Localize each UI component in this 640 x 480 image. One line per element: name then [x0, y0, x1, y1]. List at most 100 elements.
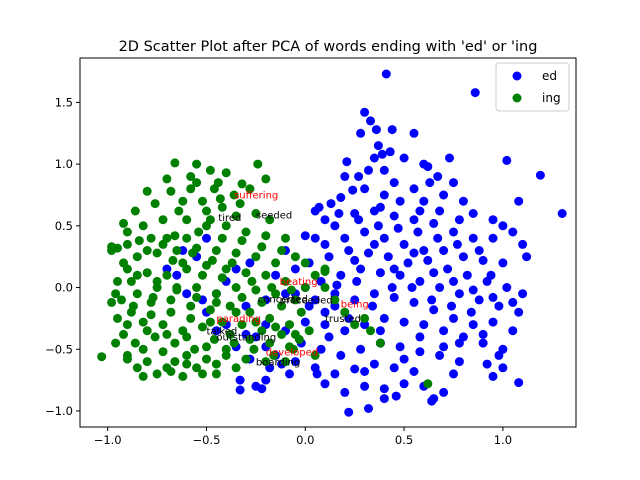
point-ing	[170, 338, 180, 348]
point-ing	[290, 329, 300, 339]
point-ed	[454, 215, 464, 225]
y-axis: −1.0 −0.5 0.0 0.5 1.0 1.5	[45, 95, 80, 418]
point-ed	[348, 185, 358, 195]
point-ed	[389, 211, 399, 221]
point-ing	[225, 329, 235, 339]
point-ing	[202, 221, 211, 231]
point-ing	[119, 329, 128, 339]
point-ed	[409, 215, 419, 225]
point-ed	[320, 307, 330, 317]
point-ed	[334, 209, 344, 218]
annotation-label: seeded	[256, 210, 292, 221]
point-ing	[198, 196, 207, 206]
point-ed	[350, 295, 360, 305]
point-ing	[320, 267, 330, 276]
point-ed	[364, 404, 373, 413]
point-ed	[389, 292, 399, 302]
point-ed	[439, 246, 449, 255]
point-ing	[152, 276, 162, 286]
point-ed	[373, 221, 383, 231]
point-ed	[429, 218, 439, 228]
point-ing	[265, 338, 275, 348]
point-ed	[290, 264, 300, 274]
point-ed	[340, 326, 350, 336]
point-ed	[470, 88, 480, 98]
point-ed	[468, 233, 478, 243]
chart-title: 2D Scatter Plot after PCA of words endin…	[119, 39, 538, 55]
point-ed	[478, 329, 488, 339]
point-ed	[458, 252, 468, 262]
point-ing	[285, 320, 294, 330]
point-ing	[152, 248, 162, 258]
y-tick-label: 0.5	[55, 219, 73, 233]
annotation-label: talked	[207, 326, 238, 337]
point-ing	[130, 206, 140, 216]
point-ing	[188, 248, 198, 258]
point-ing	[221, 221, 231, 231]
point-ing	[366, 326, 375, 336]
point-ed	[518, 239, 528, 249]
point-ing	[251, 317, 261, 327]
y-tick-label: −1.0	[45, 404, 73, 418]
point-ed	[389, 363, 399, 373]
point-ing	[296, 307, 306, 317]
point-ed	[557, 209, 567, 218]
point-ing	[237, 179, 247, 189]
point-ed	[356, 264, 366, 274]
point-ed	[482, 359, 492, 369]
point-ing	[122, 227, 132, 237]
point-ed	[409, 367, 419, 376]
point-ing	[231, 307, 241, 317]
point-ed	[502, 283, 512, 292]
point-ing	[150, 332, 160, 342]
point-ing	[146, 233, 156, 243]
point-ed	[381, 69, 391, 79]
point-ing	[202, 354, 211, 364]
point-ing	[241, 354, 251, 364]
point-ed	[310, 233, 320, 243]
point-ed	[332, 280, 342, 290]
legend-label-ing: ing	[542, 91, 561, 105]
point-ing	[132, 270, 142, 280]
point-ed	[330, 221, 340, 231]
point-ing	[111, 289, 121, 299]
point-ed	[360, 107, 370, 117]
point-ed	[399, 317, 409, 327]
point-ing	[261, 357, 271, 367]
point-ing	[245, 307, 255, 317]
point-ed	[514, 307, 524, 317]
point-ed	[488, 233, 498, 243]
point-ed	[425, 178, 435, 188]
point-ed	[364, 248, 373, 258]
point-ing	[310, 350, 320, 360]
point-ing	[152, 369, 162, 379]
point-ed	[326, 199, 336, 209]
point-ing	[162, 329, 172, 339]
point-ing	[158, 239, 168, 249]
point-ed	[498, 258, 508, 268]
point-ing	[146, 310, 156, 320]
point-ing	[231, 248, 241, 258]
point-ing	[192, 363, 202, 373]
point-ed	[518, 289, 528, 299]
point-ing	[182, 215, 192, 225]
point-ed	[300, 231, 310, 241]
point-ing	[174, 206, 184, 216]
point-ed	[316, 344, 326, 354]
point-ed	[423, 255, 433, 265]
point-ing	[229, 338, 239, 348]
point-ing	[271, 258, 281, 268]
point-ed	[415, 206, 425, 216]
point-ing	[211, 359, 221, 369]
plot-frame	[79, 57, 577, 428]
point-ed	[387, 283, 397, 292]
point-ed	[182, 289, 192, 299]
point-ing	[423, 379, 433, 389]
point-ing	[128, 301, 138, 311]
annotation-label: suffering	[234, 191, 278, 202]
point-ing	[178, 196, 188, 206]
point-ing	[231, 283, 241, 292]
point-ing	[190, 344, 200, 354]
point-ed	[235, 375, 245, 385]
point-ing	[107, 242, 117, 252]
